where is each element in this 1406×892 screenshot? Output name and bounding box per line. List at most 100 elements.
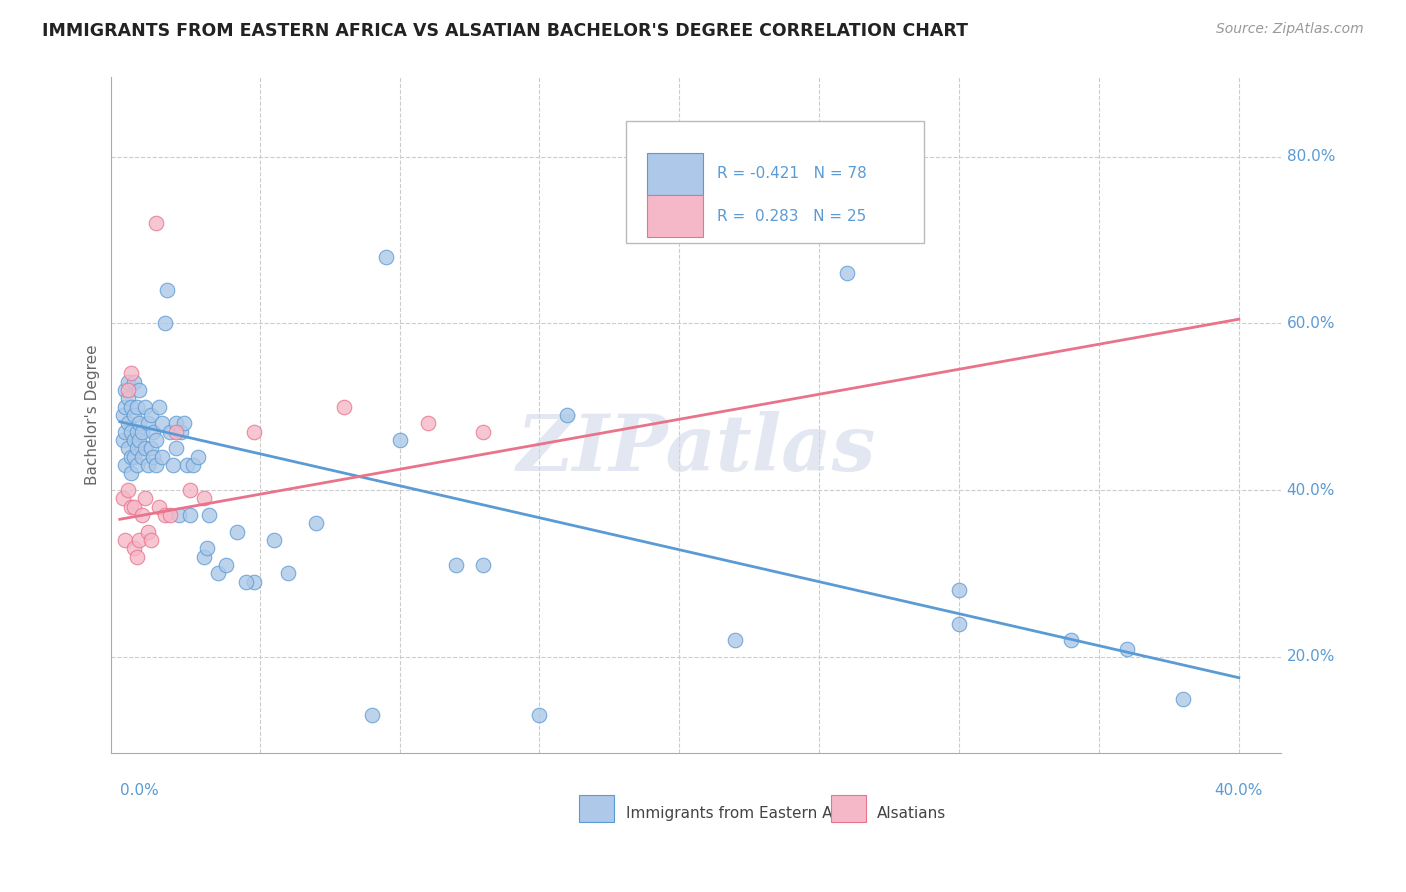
Point: [142, 450, 165, 464]
Text: R = -0.421   N = 78: R = -0.421 N = 78: [717, 166, 868, 181]
Point: [215, 558, 238, 573]
Point: [948, 616, 970, 631]
Point: [374, 250, 396, 264]
Text: 60.0%: 60.0%: [1286, 316, 1336, 331]
Point: [173, 417, 195, 431]
Point: [226, 524, 249, 539]
Point: [837, 266, 859, 280]
Point: [131, 508, 153, 523]
Point: [120, 367, 142, 381]
FancyBboxPatch shape: [831, 796, 866, 822]
Text: R =  0.283   N = 25: R = 0.283 N = 25: [717, 209, 866, 224]
Point: [120, 450, 142, 464]
Point: [150, 450, 173, 464]
FancyBboxPatch shape: [626, 121, 924, 243]
Point: [167, 508, 190, 523]
Point: [114, 383, 136, 397]
Point: [120, 400, 142, 414]
Point: [128, 533, 150, 548]
Point: [195, 541, 218, 556]
Point: [134, 491, 156, 506]
Point: [148, 500, 170, 514]
Point: [235, 574, 257, 589]
Point: [529, 708, 551, 723]
Point: [472, 558, 495, 573]
Point: [207, 566, 229, 581]
Point: [360, 708, 382, 723]
Point: [114, 458, 136, 472]
Point: [139, 442, 162, 456]
Point: [122, 541, 145, 556]
Point: [136, 524, 159, 539]
Text: 40.0%: 40.0%: [1286, 483, 1336, 498]
Text: Alsatians: Alsatians: [877, 806, 946, 821]
Text: 20.0%: 20.0%: [1286, 649, 1336, 665]
Point: [724, 633, 747, 648]
Point: [120, 500, 142, 514]
Point: [114, 533, 136, 548]
Point: [416, 417, 439, 431]
Point: [193, 491, 215, 506]
Text: 40.0%: 40.0%: [1215, 783, 1263, 798]
Point: [187, 450, 209, 464]
Point: [165, 442, 187, 456]
Point: [277, 566, 299, 581]
Text: 80.0%: 80.0%: [1286, 149, 1336, 164]
Point: [332, 400, 354, 414]
Point: [134, 442, 156, 456]
Point: [122, 375, 145, 389]
Point: [120, 467, 142, 481]
Point: [131, 450, 153, 464]
Point: [179, 508, 201, 523]
Point: [136, 458, 159, 472]
Point: [170, 425, 193, 439]
Point: [128, 433, 150, 447]
Point: [1060, 633, 1083, 648]
Point: [198, 508, 221, 523]
Y-axis label: Bachelor's Degree: Bachelor's Degree: [86, 345, 100, 485]
Point: [181, 458, 204, 472]
Point: [444, 558, 467, 573]
Point: [125, 425, 148, 439]
Point: [125, 458, 148, 472]
FancyBboxPatch shape: [579, 796, 614, 822]
Point: [122, 450, 145, 464]
Point: [304, 516, 326, 531]
Point: [165, 417, 187, 431]
Point: [557, 408, 579, 422]
Point: [1116, 641, 1139, 656]
Text: 0.0%: 0.0%: [120, 783, 159, 798]
Text: ZIPatlas: ZIPatlas: [516, 410, 876, 487]
Point: [153, 317, 176, 331]
Point: [117, 442, 139, 456]
Point: [139, 408, 162, 422]
Point: [156, 283, 179, 297]
Point: [122, 408, 145, 422]
Point: [162, 458, 184, 472]
FancyBboxPatch shape: [647, 153, 703, 194]
Point: [145, 216, 167, 230]
Point: [122, 433, 145, 447]
Point: [125, 400, 148, 414]
Point: [128, 417, 150, 431]
Point: [179, 483, 201, 497]
Text: Immigrants from Eastern Africa: Immigrants from Eastern Africa: [626, 806, 866, 821]
Point: [193, 549, 215, 564]
Point: [176, 458, 198, 472]
Point: [111, 491, 134, 506]
FancyBboxPatch shape: [647, 195, 703, 237]
Text: Source: ZipAtlas.com: Source: ZipAtlas.com: [1216, 22, 1364, 37]
Point: [120, 425, 142, 439]
Point: [165, 425, 187, 439]
Point: [136, 417, 159, 431]
Point: [134, 400, 156, 414]
Point: [117, 383, 139, 397]
Point: [114, 425, 136, 439]
Point: [128, 383, 150, 397]
Point: [117, 417, 139, 431]
Point: [142, 425, 165, 439]
Point: [148, 400, 170, 414]
Point: [117, 483, 139, 497]
Point: [125, 549, 148, 564]
Point: [125, 442, 148, 456]
